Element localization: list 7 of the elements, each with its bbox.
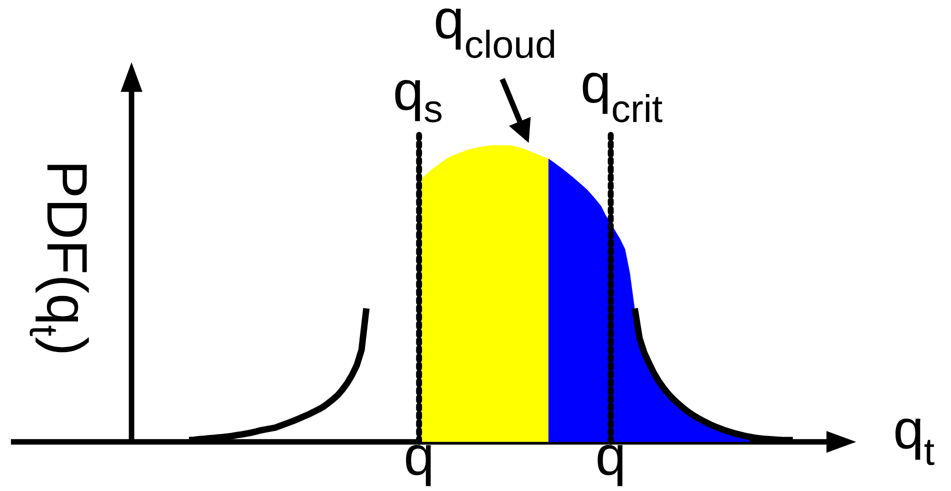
text: q$_{cloud}$ <box>436 8 554 58</box>
text: q$_{s}$ <box>395 80 442 122</box>
x-tick-label: q <box>598 444 623 486</box>
text: q$_{crit}$ <box>582 72 662 122</box>
x-tick-label: q <box>406 444 431 486</box>
x-axis-title: q$_{t}$ <box>896 418 934 465</box>
y-axis-title: PDF(q$_{t}$) <box>30 164 89 352</box>
